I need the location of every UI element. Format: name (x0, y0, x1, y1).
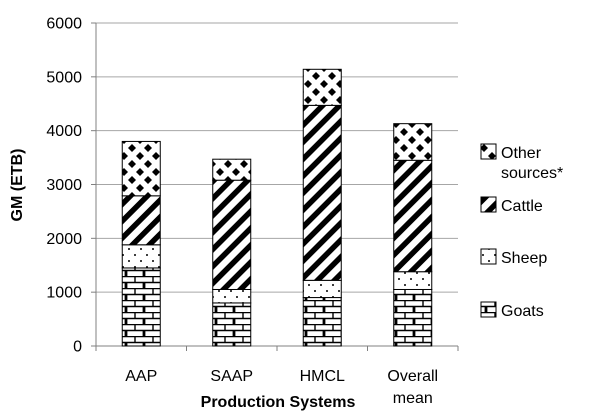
y-tick-label: 2000 (46, 231, 82, 248)
legend-label: Goats (501, 303, 544, 320)
legend-label-line: sources* (501, 165, 563, 182)
y-tick-label: 0 (73, 339, 82, 356)
bar-segment (302, 68, 342, 106)
y-tick-labels: 0 1000 2000 3000 4000 5000 6000 (46, 16, 82, 356)
legend-label-line: Other (501, 145, 542, 162)
x-tick-label: SAAP (210, 368, 253, 385)
bar-segment (393, 123, 433, 161)
bar-segment (121, 195, 161, 246)
bar-segment (121, 267, 161, 347)
legend-label-line: Sheep (501, 250, 547, 267)
x-tick-label-line: Overall (387, 368, 438, 385)
x-tick-label: HMCL (300, 368, 345, 385)
y-tick-label: 6000 (46, 16, 82, 33)
legend-label: Sheep (501, 250, 547, 267)
y-tick-label: 3000 (46, 177, 82, 194)
bar-segment (212, 158, 252, 181)
legend-swatch (480, 301, 497, 318)
bar-segment (302, 297, 342, 347)
x-tick-label: AAP (125, 368, 157, 385)
bar-segment (393, 288, 433, 347)
bar-segment (212, 288, 252, 304)
x-axis-title: Production Systems (201, 394, 356, 411)
legend: Other sources* Cattle Sheep Goats (480, 143, 563, 320)
legend-swatch (480, 143, 497, 160)
y-tick-label: 1000 (46, 285, 82, 302)
legend-swatch (480, 196, 497, 213)
bar-segment (393, 271, 433, 290)
legend-swatch (480, 248, 497, 265)
x-tick-label-line: SAAP (210, 368, 253, 385)
x-tick-label-line: mean (393, 390, 433, 407)
y-tick-label: 4000 (46, 123, 82, 140)
bar-segment (212, 179, 252, 290)
y-tick-label: 5000 (46, 69, 82, 86)
x-tick-labels: AAP SAAP HMCL Overall mean (125, 368, 438, 407)
legend-label-line: Goats (501, 303, 544, 320)
x-tick-label: Overall mean (387, 368, 438, 407)
x-tick-label-line: AAP (125, 368, 157, 385)
legend-label-line: Cattle (501, 198, 543, 215)
bar-segment (302, 279, 342, 299)
y-axis-title: GM (ETB) (9, 149, 26, 222)
bar-segment (121, 140, 161, 197)
bar-segment (302, 104, 342, 281)
legend-label: Other sources* (501, 145, 563, 182)
legend-label: Cattle (501, 198, 543, 215)
x-tick-label-line: HMCL (300, 368, 345, 385)
bar-segment (393, 159, 433, 273)
bar-segment (121, 244, 161, 269)
bars (121, 68, 433, 347)
bar-segment (212, 302, 252, 347)
